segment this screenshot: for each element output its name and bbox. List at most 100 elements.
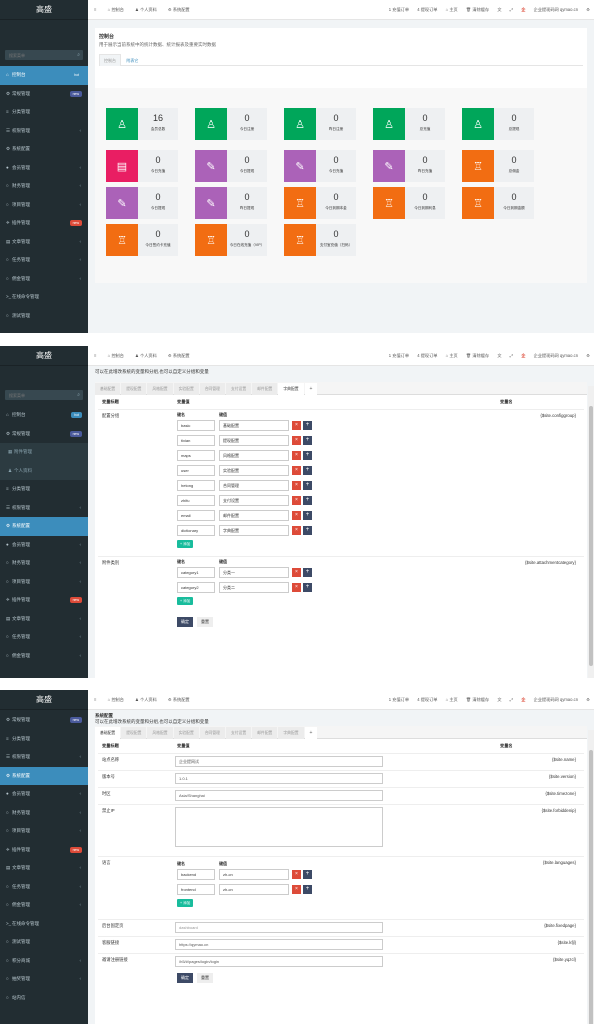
sidebar-item[interactable]: ○ 测试管理 (0, 307, 88, 326)
site-logo-icon[interactable]: 企 (521, 7, 526, 12)
sidebar-item[interactable]: ⚙ 系统配置 (0, 766, 88, 785)
config-input[interactable]: /h5/#/pages/login/login (175, 956, 383, 967)
sidebar-item[interactable]: ≡ 分类管理 (0, 480, 88, 499)
site-logo-icon[interactable]: 企 (521, 353, 526, 358)
menu-toggle-icon[interactable]: ≡ (94, 697, 97, 702)
clear-cache-link[interactable]: 🗑 清除缓存 (465, 353, 490, 358)
sidebar-item[interactable]: ○ 任务管理 ‹ (0, 251, 88, 270)
tab-config[interactable]: 邮件配置 (252, 727, 278, 739)
tab-config[interactable]: 风格配置 (147, 727, 173, 739)
sidebar-item[interactable]: ● 会员管理 ‹ (0, 785, 88, 804)
translate-icon[interactable]: 文 (497, 353, 502, 358)
key-input[interactable]: backend (177, 869, 215, 880)
config-input[interactable]: https://qymao.cn (175, 939, 383, 950)
tab-config[interactable]: 字典配置 (278, 383, 304, 395)
stat-card[interactable]: ♙ 0 今日注册 (195, 108, 267, 140)
withdraw-orders-link[interactable]: 4 提现订单 (417, 7, 438, 12)
sidebar-item[interactable]: ▤ 文章管理 ‹ (0, 859, 88, 878)
key-input[interactable]: dictionary (177, 525, 215, 536)
stat-card[interactable]: ♙ 0 昨日注册 (284, 108, 356, 140)
stat-card[interactable]: ♖ 0 今日签约卡充值 (106, 224, 178, 256)
scrollbar[interactable] (588, 730, 594, 1024)
site-name-link[interactable]: 企业提现码网 qymao.cn (533, 697, 579, 702)
config-input[interactable] (175, 807, 383, 847)
value-input[interactable]: 提现配置 (219, 435, 289, 446)
tab-config[interactable]: 合同管理 (199, 383, 225, 395)
drag-row-button[interactable]: + (303, 421, 312, 430)
value-input[interactable]: 支付设置 (219, 495, 289, 506)
recharge-orders-link[interactable]: 1 充值订单 (388, 7, 410, 12)
value-input[interactable]: 分类一 (219, 567, 289, 578)
tab-other[interactable]: 附表它 (126, 58, 139, 63)
tab-config[interactable]: 基础配置 (95, 383, 121, 395)
value-input[interactable]: zh-cn (219, 884, 289, 895)
sidebar-item[interactable]: ▤ 文章管理 ‹ (0, 610, 88, 629)
sidebar-item[interactable]: ▦ 附件管理 (0, 443, 88, 462)
tab-config[interactable]: 提现配置 (121, 383, 147, 395)
sidebar-item[interactable]: ⌂ 控制台 hot (0, 406, 88, 425)
sidebar-item[interactable]: ○ 任务管理 ‹ (0, 628, 88, 647)
remove-row-button[interactable]: × (292, 451, 301, 460)
sidebar-item[interactable]: ⚙ 常规管理 new (0, 85, 88, 104)
value-input[interactable]: 邮件配置 (219, 510, 289, 521)
topnav-config[interactable]: ⚙ 系统配置 (167, 7, 190, 12)
value-input[interactable]: 基础配置 (219, 420, 289, 431)
home-link[interactable]: ⌂ 主页 (445, 7, 458, 12)
stat-card[interactable]: ✎ 0 今日提现 (195, 150, 267, 182)
sidebar-search[interactable]: ⌕ (5, 390, 83, 400)
remove-row-button[interactable]: × (292, 885, 301, 894)
sidebar-item[interactable]: ○ 财务管理 ‹ (0, 177, 88, 196)
sidebar-item[interactable]: ⌂ 控制台 hot (0, 66, 88, 85)
drag-row-button[interactable]: + (303, 583, 312, 592)
key-input[interactable]: category1 (177, 567, 215, 578)
scrollbar-thumb[interactable] (589, 406, 593, 666)
key-input[interactable]: tixian (177, 435, 215, 446)
sidebar-item[interactable]: ✈ 插件管理 new (0, 591, 88, 610)
drag-row-button[interactable]: + (303, 885, 312, 894)
settings-gear-icon[interactable]: ⚙ (586, 697, 590, 702)
withdraw-orders-link[interactable]: 4 提现订单 (417, 353, 438, 358)
add-row-button[interactable]: + 添加 (177, 540, 194, 548)
topnav-profile[interactable]: ♟ 个人资料 (135, 353, 157, 358)
sidebar-item[interactable]: ○ 测试管理 (0, 933, 88, 952)
sidebar-item[interactable]: ≡ 分类管理 (0, 103, 88, 122)
topnav-profile[interactable]: ♟ 个人资料 (135, 7, 157, 12)
sidebar-item[interactable]: ○ 佣金管理 ‹ (0, 647, 88, 666)
stat-card[interactable]: ✎ 0 昨日充值 (373, 150, 445, 182)
sidebar-item[interactable]: ● 会员管理 ‹ (0, 536, 88, 555)
sidebar-search[interactable]: ⌕ (5, 50, 83, 60)
settings-gear-icon[interactable]: ⚙ (586, 353, 590, 358)
tab-config[interactable]: 实验配置 (173, 383, 199, 395)
tab-config[interactable]: + (304, 383, 318, 395)
drag-row-button[interactable]: + (303, 481, 312, 490)
tab-config[interactable]: 合同管理 (199, 727, 225, 739)
sidebar-item[interactable]: ⚙ 系统配置 (0, 517, 88, 536)
key-input[interactable]: user (177, 465, 215, 476)
home-link[interactable]: ⌂ 主页 (445, 697, 458, 702)
sidebar-item[interactable]: ▤ 文章管理 ‹ (0, 233, 88, 252)
remove-row-button[interactable]: × (292, 421, 301, 430)
tab-config[interactable]: 字典配置 (278, 727, 304, 739)
stat-card[interactable]: ♖ 0 总佣金 (462, 150, 534, 182)
tab-config[interactable]: 基础配置 (95, 727, 121, 739)
config-input[interactable]: Asia/Shanghai (175, 790, 383, 801)
remove-row-button[interactable]: × (292, 526, 301, 535)
submit-button[interactable]: 确定 (177, 973, 193, 983)
site-name-link[interactable]: 企业提现码网 qymao.cn (533, 353, 579, 358)
sidebar-item[interactable]: ○ 佣金管理 ‹ (0, 270, 88, 289)
translate-icon[interactable]: 文 (497, 7, 502, 12)
stat-card[interactable]: ✎ 0 今日提现 (106, 187, 178, 219)
menu-toggle-icon[interactable]: ≡ (94, 353, 97, 358)
config-input[interactable]: dashboard (175, 922, 383, 933)
value-input[interactable]: 分类二 (219, 582, 289, 593)
stat-card[interactable]: ♖ 0 支付宝充值（扫码） (284, 224, 356, 256)
recharge-orders-link[interactable]: 1 充值订单 (388, 697, 410, 702)
drag-row-button[interactable]: + (303, 466, 312, 475)
fullscreen-icon[interactable]: ⤢ (509, 353, 514, 358)
stat-card[interactable]: ✎ 0 今日充值 (284, 150, 356, 182)
drag-row-button[interactable]: + (303, 526, 312, 535)
remove-row-button[interactable]: × (292, 870, 301, 879)
topnav-dashboard[interactable]: ⌂ 控制台 (107, 7, 124, 12)
topnav-config[interactable]: ⚙ 系统配置 (167, 697, 190, 702)
remove-row-button[interactable]: × (292, 466, 301, 475)
